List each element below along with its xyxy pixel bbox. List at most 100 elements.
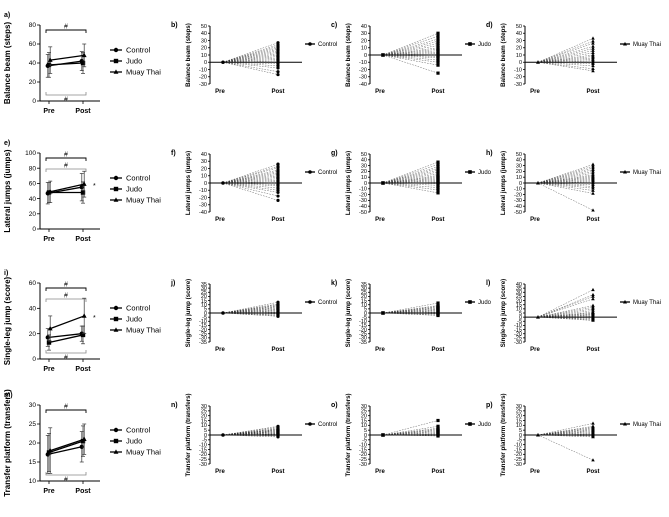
participant-line [537,308,594,318]
y-tick-label: 30 [361,163,367,169]
participant-line [222,171,279,184]
y-tick-label: -30 [514,82,522,88]
participant-line [382,182,439,186]
participant-line [382,171,439,184]
participant-line [537,167,594,184]
participant-line [222,46,279,63]
significance-bracket [45,157,87,161]
data-point [591,287,595,292]
y-tick-label: -30 [514,462,522,468]
legend-label: Judo [126,57,142,66]
x-tick-label: Post [271,217,284,223]
participant-line [222,304,279,314]
participant-line [382,54,439,66]
data-point [436,418,440,423]
data-point [591,208,595,212]
y-tick-label: 30 [201,38,207,44]
y-axis-label: Balance beam (steps) [345,23,352,87]
data-point [436,170,440,174]
y-tick-label: -20 [359,67,367,73]
data-point [381,433,385,437]
participant-line [222,42,279,63]
data-point [221,181,225,185]
participant-line [222,430,279,436]
y-axis-label: Transfer platform (transfers) [185,393,192,476]
data-point [436,63,440,67]
x-tick-label: Pre [530,347,540,353]
y-tick-label: -10 [514,323,522,329]
y-tick-label: -25 [359,457,367,463]
data-point [436,41,440,45]
participant-line [537,430,594,436]
data-point [276,66,280,70]
y-tick-label: 30 [201,159,207,165]
participant-line [537,52,594,63]
participant-line [382,51,439,56]
data-point [591,61,595,65]
y-tick-label: 0 [364,311,367,317]
y-tick-label: -30 [199,336,207,342]
participant-line [382,182,439,188]
participant-line [222,169,279,184]
significance-mark: # [64,97,68,104]
y-tick-label: 30 [516,163,522,169]
y-axis-label: Lateral jumps (jumps) [185,151,192,215]
y-tick-label: 30 [361,404,367,410]
participant-line [537,62,594,67]
panel-label: e) [4,140,10,147]
x-tick-label: Pre [215,89,225,95]
y-tick-label: 40 [201,31,207,37]
legend-marker [308,300,312,304]
data-point [276,435,280,439]
y-tick-label: 35 [516,286,522,292]
x-tick-label: Pre [215,217,225,223]
participant-line [537,177,594,184]
participant-line [382,305,439,314]
data-point [591,292,595,297]
participant-line [222,306,279,314]
y-axis-label: Balance beam (steps) [185,23,192,87]
y-tick-label: 20 [29,440,37,447]
y-tick-label: 30 [201,404,207,410]
y-tick-label: -35 [199,340,207,346]
y-tick-label: 15 [361,298,367,304]
participant-line [382,173,439,184]
y-tick-label: 30 [361,31,367,37]
y-tick-label: 100 [25,150,36,157]
legend-marker [113,327,119,332]
y-tick-label: -15 [199,447,207,453]
significance-mark: # [64,293,68,300]
y-tick-label: 0 [32,98,36,105]
participant-line [537,43,594,63]
y-tick-label: -10 [359,319,367,325]
legend-marker [113,305,119,311]
panel-label: c) [331,22,337,29]
significance-mark: * [93,183,96,190]
x-tick-label: Pre [215,469,225,475]
y-tick-label: 40 [29,196,37,203]
participant-line [382,170,439,184]
y-tick-label: -15 [514,447,522,453]
participant-line [222,60,279,63]
y-tick-label: 25 [516,409,522,415]
data-point [436,188,440,192]
data-point [80,60,86,66]
y-tick-label: 15 [29,459,37,466]
participant-line [537,298,594,318]
x-tick-label: Post [431,469,444,475]
y-tick-label: 30 [29,402,37,409]
data-point [591,162,595,166]
data-point [436,181,440,186]
y-tick-label: 10 [201,174,207,180]
y-tick-label: -20 [514,192,522,198]
significance-mark: * [93,315,96,322]
series-line [49,438,85,452]
y-tick-label: 0 [519,181,522,187]
significance-bracket [45,350,87,354]
participant-line [382,429,439,436]
